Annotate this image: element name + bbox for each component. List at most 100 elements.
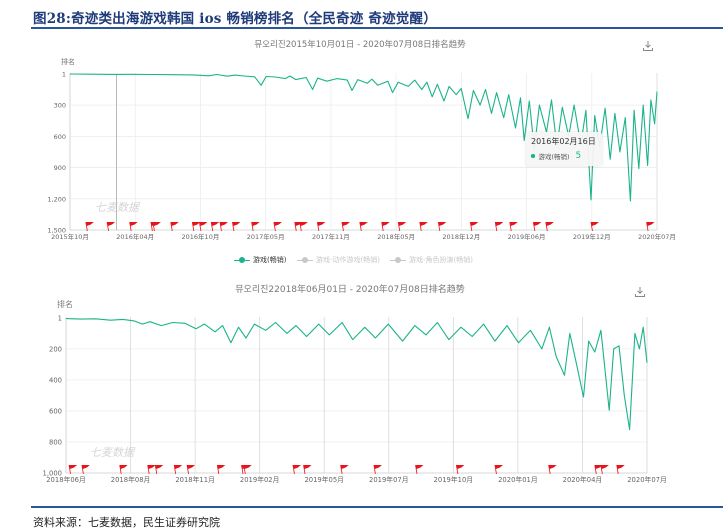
flag-icon (173, 464, 183, 475)
flag-icon (219, 221, 228, 232)
flag-cloth (69, 465, 78, 469)
flag-pole (150, 221, 153, 232)
flag-cloth (243, 465, 252, 469)
flag-icon (243, 464, 252, 475)
flag-pole (373, 464, 376, 475)
flag-pole (600, 464, 603, 475)
y-tick-label: 600 (49, 407, 62, 415)
flag-cloth (129, 222, 138, 226)
flag-icon (251, 221, 260, 232)
flag-icon (199, 221, 208, 232)
flag-icon (186, 464, 196, 475)
download-icon[interactable] (642, 40, 654, 52)
flag-cloth (381, 222, 390, 226)
tooltip-value: 5 (575, 151, 581, 161)
flag-icon (419, 221, 428, 232)
flag-cloth (85, 222, 94, 226)
download-icon[interactable] (634, 286, 646, 298)
flag-cloth (170, 222, 179, 226)
flag-icon (600, 464, 609, 475)
flag-pole (170, 221, 173, 232)
flag-cloth (174, 465, 183, 469)
flag-icon (119, 464, 128, 475)
flag-icon (341, 221, 350, 232)
flag-cloth (341, 222, 350, 226)
flag-pole (68, 464, 71, 475)
flag-icon (616, 464, 625, 475)
chart2-y-axis-label: 排名 (57, 300, 73, 309)
x-tick-label: 2016年04月 (116, 232, 154, 241)
y-tick-label: 1,200 (47, 195, 66, 203)
flag-pole (191, 221, 195, 232)
flag-cloth (299, 222, 308, 226)
flag-icon (210, 221, 220, 232)
flag-pole (241, 464, 244, 475)
flag-icon (273, 221, 282, 232)
watermark-logo: 七麦数据 (90, 446, 136, 459)
x-tick-label: 2019年06月 (508, 232, 546, 241)
flag-icon (68, 464, 78, 475)
chart1-title: 뮤오리진2015年10月01日 - 2020年07月08日排名趋势 (254, 40, 466, 50)
legend-item-action-game-grossing[interactable]: 游戏-动作游戏(畅销) (297, 255, 380, 265)
legend-line-dot-icon (234, 256, 250, 264)
source-note: 资料来源：七麦数据，民生证券研究院 (33, 516, 220, 529)
x-tick-label: 2020年07月 (627, 475, 667, 484)
flag-pole (646, 221, 649, 232)
legend-item-game-grossing[interactable]: 游戏(畅销) (234, 255, 286, 265)
flag-pole (251, 221, 254, 232)
flag-pole (415, 464, 418, 475)
flag-cloth (81, 465, 90, 469)
flag-cloth (155, 465, 164, 469)
flag-icon (494, 221, 504, 232)
x-tick-label: 2020年01月 (498, 475, 538, 484)
flag-pole (381, 221, 384, 232)
y-tick-label: 600 (54, 133, 66, 141)
flag-cloth (533, 222, 542, 226)
flag-pole (219, 221, 222, 232)
flag-icon (545, 221, 554, 232)
flag-pole (85, 221, 88, 232)
flag-cloth (398, 222, 407, 226)
flag-pole (419, 221, 422, 232)
flag-cloth (211, 222, 220, 226)
flag-icon (292, 464, 301, 475)
flag-cloth (217, 465, 226, 469)
flag-icon (170, 221, 179, 232)
flag-cloth (147, 465, 156, 469)
flag-cloth (646, 222, 655, 226)
flag-pole (455, 464, 459, 475)
flag-icon (373, 464, 382, 475)
flag-cloth (494, 465, 503, 469)
flag-icon (646, 221, 655, 232)
flag-pole (437, 221, 441, 232)
x-tick-label: 2019年12月 (573, 232, 611, 241)
flag-cloth (232, 222, 241, 226)
bottom-rule (31, 506, 723, 508)
flag-icon (415, 464, 424, 475)
flag-pole (232, 221, 235, 232)
legend-item-rpg-grossing[interactable]: 游戏-角色扮演(畅销) (390, 255, 473, 265)
flag-cloth (251, 222, 260, 226)
chart1-tooltip: 2016年02月16日 游戏(畅销) 5 (526, 132, 602, 166)
flag-pole (243, 464, 246, 475)
flag-cloth (419, 222, 428, 226)
x-tick-label: 2017年05月 (247, 232, 285, 241)
x-tick-label: 2016年10月 (182, 232, 220, 241)
flag-cloth (107, 222, 116, 226)
y-tick-label: 1,000 (43, 470, 62, 478)
y-tick-label: 1,500 (47, 227, 66, 235)
legend-line-dot-icon (297, 256, 313, 264)
flag-icon (590, 221, 599, 232)
flag-icon (147, 464, 156, 475)
tooltip-date: 2016年02月16日 (531, 137, 596, 146)
flag-pole (509, 221, 512, 232)
flag-pole (469, 221, 473, 232)
legend-label: 游戏-动作游戏(畅销) (316, 256, 380, 264)
flag-cloth (456, 465, 465, 469)
flag-icon (469, 221, 479, 232)
flag-cloth (273, 222, 282, 226)
flag-pole (616, 464, 619, 475)
x-tick-label: 2019年02月 (240, 475, 280, 484)
chart1-legend: 游戏(畅销) 游戏-动作游戏(畅销) 游戏-角色扮演(畅销) (0, 255, 723, 267)
flag-pole (397, 221, 401, 232)
